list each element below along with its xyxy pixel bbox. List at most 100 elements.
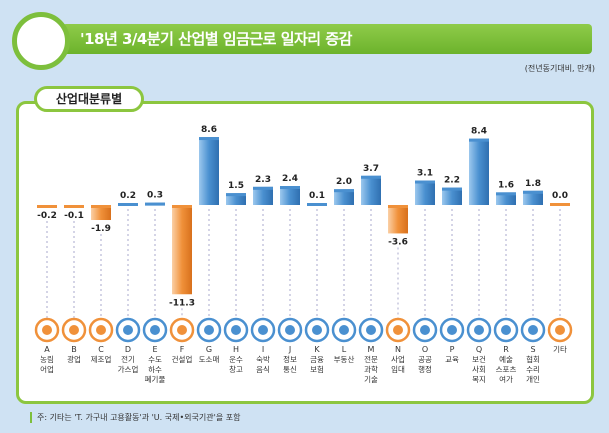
bar-cap xyxy=(442,187,462,191)
bar-cap xyxy=(550,203,570,206)
industry-icon-glyph xyxy=(420,325,430,335)
industry-name: 숙박 xyxy=(256,354,270,364)
industry-code: I xyxy=(262,345,264,354)
data-label: 3.7 xyxy=(363,164,379,174)
industry-code: R xyxy=(503,345,509,354)
data-label: 1.8 xyxy=(525,179,541,189)
data-label: 1.5 xyxy=(228,181,244,191)
data-label: 2.2 xyxy=(444,176,460,186)
bar-cap xyxy=(118,203,138,206)
industry-icon-glyph xyxy=(501,325,511,335)
data-label: 3.1 xyxy=(417,169,433,179)
industry-name: 사업 xyxy=(391,355,405,364)
industry-code: G xyxy=(206,345,212,354)
industry-name: 제조업 xyxy=(91,355,112,364)
bar-cap xyxy=(145,202,165,206)
industry-code: C xyxy=(98,345,104,354)
industry-code: N xyxy=(395,345,401,354)
bar-cap xyxy=(469,138,489,142)
industry-icon-glyph xyxy=(231,325,241,335)
data-label: -0.2 xyxy=(37,211,57,221)
industry-code: B xyxy=(71,345,77,354)
industry-icon-glyph xyxy=(123,325,133,335)
industry-icon-glyph xyxy=(258,325,268,335)
industry-name: 도소매 xyxy=(199,355,220,364)
data-label: -3.6 xyxy=(388,237,408,247)
data-label: -11.3 xyxy=(169,298,195,308)
bar xyxy=(388,205,408,234)
bar xyxy=(496,192,516,205)
bar-cap xyxy=(253,186,273,190)
industry-name: 수도 xyxy=(148,355,162,364)
industry-name: 사회 xyxy=(472,365,486,374)
industry-code: A xyxy=(44,345,50,354)
data-label: 0.1 xyxy=(309,191,325,201)
industry-name: 수리 xyxy=(526,365,540,374)
bar-cap xyxy=(334,189,354,193)
industry-name: 통신 xyxy=(283,365,297,374)
bar xyxy=(226,193,246,205)
data-label: 2.3 xyxy=(255,175,271,185)
industry-code: F xyxy=(180,345,185,354)
data-label: 8.4 xyxy=(471,127,487,137)
industry-icon-glyph xyxy=(447,325,457,335)
industry-name: 정보 xyxy=(283,354,297,364)
industry-code: K xyxy=(314,345,320,354)
industry-icon-glyph xyxy=(204,325,214,335)
industry-code: Q xyxy=(476,345,482,354)
data-label: 0.0 xyxy=(552,191,568,201)
industry-name: 개인 xyxy=(526,374,540,384)
industry-icon-glyph xyxy=(474,325,484,335)
bar-cap xyxy=(361,175,381,179)
bar-cap xyxy=(388,205,408,208)
industry-name: 창고 xyxy=(229,365,243,374)
industry-name: 행정 xyxy=(418,364,432,374)
industry-name: 보험 xyxy=(310,365,324,374)
industry-code: P xyxy=(450,345,455,354)
industry-name: 가스업 xyxy=(118,365,139,374)
industry-name: 농림 xyxy=(40,355,54,364)
industry-name: 교육 xyxy=(445,355,459,364)
data-label: -1.9 xyxy=(91,224,111,234)
industry-code: M xyxy=(368,345,375,354)
industry-name: 복지 xyxy=(472,375,486,384)
data-label: 8.6 xyxy=(201,125,217,135)
industry-name: 보건 xyxy=(472,354,486,364)
bar-cap xyxy=(226,193,246,197)
industry-name: 금융 xyxy=(310,355,324,364)
bar xyxy=(280,186,300,205)
footnote: 주: 기타는 'T. 가구내 고용활동'과 'U. 국제•외국기관'을 포함 xyxy=(30,412,240,423)
industry-icon-glyph xyxy=(312,325,322,335)
industry-code: S xyxy=(530,345,535,354)
data-label: 0.2 xyxy=(120,191,136,201)
industry-name: 협회 xyxy=(526,354,540,364)
industry-code: O xyxy=(422,345,428,354)
data-label: 1.6 xyxy=(498,180,514,190)
bar-cap xyxy=(64,205,84,208)
data-label: 2.4 xyxy=(282,174,298,184)
industry-name: 부동산 xyxy=(334,354,355,364)
industry-name: 여가 xyxy=(499,374,513,384)
bar-cap xyxy=(415,180,435,184)
bar xyxy=(442,187,462,205)
industry-name: 건설업 xyxy=(172,354,193,364)
industry-name: 운수 xyxy=(229,355,243,364)
industry-icon-glyph xyxy=(393,325,403,335)
chart-panel xyxy=(16,101,594,404)
industry-name: 기타 xyxy=(553,345,567,354)
industry-name: 기술 xyxy=(364,375,378,384)
bar xyxy=(199,137,219,205)
bar-cap xyxy=(307,203,327,206)
data-label: 2.0 xyxy=(336,177,352,187)
industry-name: 하수 xyxy=(148,364,162,374)
unit-label: (전년동기대비, 만개) xyxy=(524,64,595,73)
industry-name: 광업 xyxy=(67,354,81,364)
bar xyxy=(523,190,543,205)
bar-cap xyxy=(496,192,516,196)
bar-cap xyxy=(523,190,543,194)
industry-icon-glyph xyxy=(366,325,376,335)
industry-name: 임대 xyxy=(391,365,405,374)
industry-icon-glyph xyxy=(177,325,187,335)
industry-name: 과학 xyxy=(364,364,378,374)
